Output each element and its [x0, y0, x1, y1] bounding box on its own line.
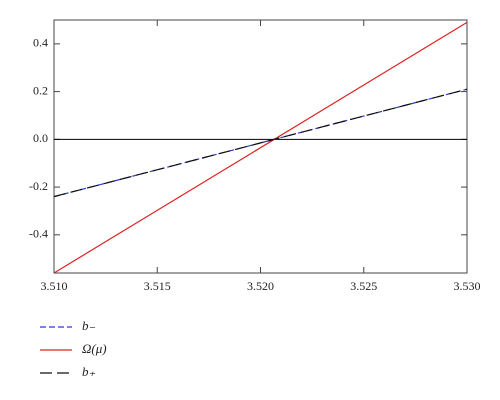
x-tick-label: 3.525 — [350, 279, 377, 293]
legend-label: Ω(μ) — [82, 341, 107, 356]
x-tick-label: 3.520 — [247, 279, 274, 293]
y-tick-label: 0.4 — [33, 36, 48, 50]
series-line — [53, 21, 468, 274]
y-tick-label: 0.0 — [33, 131, 48, 145]
x-tick-label: 3.530 — [454, 279, 481, 293]
legend-label: b₊ — [82, 364, 96, 379]
x-tick-label: 3.510 — [41, 279, 68, 293]
y-tick-label: -0.2 — [29, 179, 48, 193]
y-tick-label: 0.2 — [33, 83, 48, 97]
series-line — [53, 88, 468, 198]
legend-label: b₋ — [82, 318, 96, 333]
x-tick-label: 3.515 — [144, 279, 171, 293]
series-line — [53, 88, 468, 198]
y-tick-label: -0.4 — [29, 227, 48, 241]
